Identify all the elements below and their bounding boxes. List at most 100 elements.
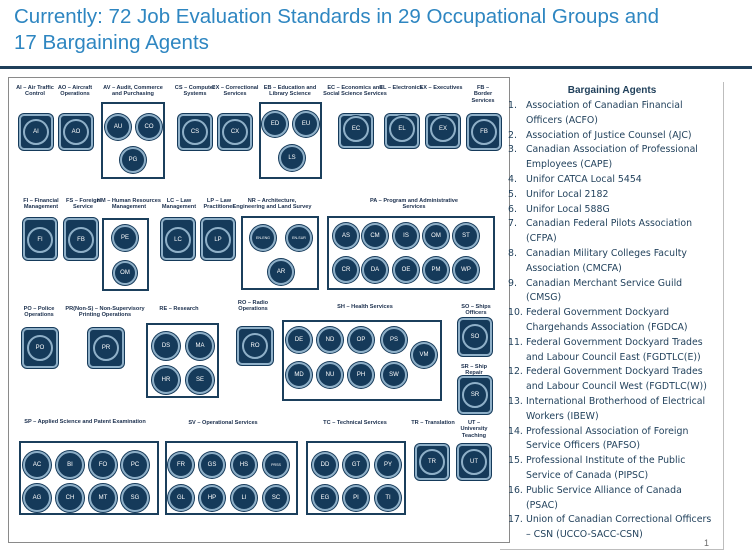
bargaining-agent-number: 6.: [508, 203, 517, 215]
standard-circle-li[interactable]: LI: [231, 485, 257, 511]
standard-circle-bi[interactable]: BI: [56, 451, 84, 479]
standard-circle-ti[interactable]: TI: [375, 485, 401, 511]
standard-circle-en-sur[interactable]: EN-SUR: [286, 225, 312, 251]
standard-circle-fb[interactable]: FB: [471, 119, 497, 145]
standard-circle-ao[interactable]: AO: [63, 119, 89, 145]
page-title-line-1: Currently: 72 Job Evaluation Standards i…: [14, 5, 659, 28]
standard-circle-mt[interactable]: MT: [89, 484, 117, 512]
standard-circle-lp[interactable]: LP: [205, 227, 231, 253]
bargaining-agent-name-line: Unifor Local 588G: [526, 203, 610, 215]
standard-circle-pi[interactable]: PI: [343, 485, 369, 511]
standard-circle-ls[interactable]: LS: [279, 145, 305, 171]
standard-circle-fi[interactable]: FI: [27, 227, 53, 253]
standard-circle-cr[interactable]: CR: [333, 257, 359, 283]
group-label-hm: HM – Human Resources Management: [96, 198, 162, 211]
standard-circle-is[interactable]: IS: [393, 223, 419, 249]
standard-circle-se[interactable]: SE: [186, 366, 214, 394]
bargaining-agent-name: Canadian Federal Pilots Association (CFPA…: [526, 217, 722, 247]
standard-circle-ex[interactable]: EX: [430, 116, 456, 142]
standard-circle-st[interactable]: ST: [453, 223, 479, 249]
group-label-ao: AO – Aircraft Operations: [57, 85, 93, 98]
standard-circle-ro[interactable]: RO: [242, 333, 268, 359]
standard-circle-vm[interactable]: VM: [411, 342, 437, 368]
standard-circle-ed[interactable]: ED: [262, 111, 288, 137]
standard-circle-md[interactable]: MD: [286, 362, 312, 388]
standard-circle-ma[interactable]: MA: [186, 332, 214, 360]
bargaining-agent-item: 13. International Brotherhood of Electric…: [500, 395, 724, 425]
standard-circle-as[interactable]: AS: [333, 223, 359, 249]
standard-circle-de[interactable]: DE: [286, 327, 312, 353]
standard-circle-cs[interactable]: CS: [182, 119, 208, 145]
standard-circle-sw[interactable]: SW: [381, 362, 407, 388]
bargaining-agent-name: Federal Government Dockyard Trades and La…: [526, 336, 722, 366]
standard-circle-fr[interactable]: FR: [168, 452, 194, 478]
standard-circle-cm[interactable]: CM: [362, 223, 388, 249]
standard-circle-ec[interactable]: EC: [343, 116, 369, 142]
standard-circle-ag[interactable]: AG: [23, 484, 51, 512]
standard-circle-ac[interactable]: AC: [23, 451, 51, 479]
standard-circle-prss[interactable]: PRSS: [263, 452, 289, 478]
bargaining-agent-item: 8. Canadian Military Colleges Faculty Asso…: [500, 247, 724, 277]
standard-circle-dd[interactable]: DD: [312, 452, 338, 478]
standard-circle-oe[interactable]: OE: [393, 257, 419, 283]
standard-circle-hs[interactable]: HS: [231, 452, 257, 478]
standard-circle-hp[interactable]: HP: [199, 485, 225, 511]
bargaining-agent-item: 12. Federal Government Dockyard Trades and…: [500, 365, 724, 395]
standard-circle-py[interactable]: PY: [375, 452, 401, 478]
standard-circle-ar[interactable]: AR: [268, 259, 294, 285]
standard-circle-da[interactable]: DA: [362, 257, 388, 283]
standard-circle-pe[interactable]: PE: [112, 225, 138, 251]
standard-circle-cx[interactable]: CX: [222, 119, 248, 145]
bargaining-agent-name: Unifor Local 2182: [526, 188, 722, 203]
standard-circle-ps[interactable]: PS: [381, 327, 407, 353]
standard-circle-gt[interactable]: GT: [343, 452, 369, 478]
bargaining-agent-name-line: Workers (IBEW): [526, 410, 599, 422]
bargaining-agent-name-line: International Brotherhood of Electrical: [526, 396, 706, 407]
standard-circle-lc[interactable]: LC: [165, 227, 191, 253]
standard-circle-ai[interactable]: AI: [23, 119, 49, 145]
standard-circle-sr[interactable]: SR: [462, 382, 488, 408]
standard-circle-eu[interactable]: EU: [293, 111, 319, 137]
page-title-line-2: 17 Bargaining Agents: [14, 31, 209, 54]
standard-circle-pr[interactable]: PR: [93, 335, 119, 361]
standard-circle-au[interactable]: AU: [105, 114, 131, 140]
standard-circle-om[interactable]: OM: [423, 223, 449, 249]
bargaining-agent-name: Association of Justice Counsel (AJC): [526, 129, 722, 144]
standard-circle-pg[interactable]: PG: [120, 147, 146, 173]
standard-circle-ch[interactable]: CH: [56, 484, 84, 512]
standard-circle-en-eng[interactable]: EN-ENG: [250, 225, 276, 251]
standard-circle-fb[interactable]: FB: [68, 227, 94, 253]
standard-circle-ds[interactable]: DS: [152, 332, 180, 360]
standard-circle-co[interactable]: CO: [136, 114, 162, 140]
standard-circle-om[interactable]: OM: [113, 261, 137, 285]
standard-circle-nd[interactable]: ND: [317, 327, 343, 353]
standard-circle-fo[interactable]: FO: [89, 451, 117, 479]
bargaining-agent-name: Canadian Association of Professional Empl…: [526, 143, 722, 173]
standard-circle-so[interactable]: SO: [462, 324, 488, 350]
standard-circle-tr[interactable]: TR: [419, 449, 445, 475]
standard-circle-pm[interactable]: PM: [423, 257, 449, 283]
standard-circle-ph[interactable]: PH: [348, 362, 374, 388]
bargaining-agent-name-line: Association (CMCFA): [526, 262, 622, 274]
group-label-sr: SR – Ship Repair: [460, 364, 488, 377]
standard-circle-pc[interactable]: PC: [121, 451, 149, 479]
standard-circle-nu[interactable]: NU: [317, 362, 343, 388]
standard-circle-op[interactable]: OP: [348, 327, 374, 353]
bargaining-agent-number: 2.: [508, 129, 517, 141]
group-label-fs: FS – Foreign Service: [66, 198, 100, 211]
standard-circle-el[interactable]: EL: [389, 116, 415, 142]
group-label-pr: PR(Non-S) – Non-Supervisory Printing Ope…: [65, 306, 145, 319]
standard-circle-wp[interactable]: WP: [453, 257, 479, 283]
bargaining-agent-name-line: Canadian Federal Pilots Association: [526, 218, 693, 230]
standard-circle-po[interactable]: PO: [27, 335, 53, 361]
bargaining-agent-name-line: Chargehands Association (FGDCA): [526, 321, 688, 333]
standard-circle-sg[interactable]: SG: [121, 484, 149, 512]
standard-circle-eg[interactable]: EG: [312, 485, 338, 511]
standard-circle-hr[interactable]: HR: [152, 366, 180, 394]
bargaining-agent-name-line: Unifor Local 2182: [526, 188, 609, 200]
bargaining-agent-name-line: Association of Justice Counsel (AJC): [526, 129, 692, 141]
standard-circle-ut[interactable]: UT: [461, 449, 487, 475]
standard-circle-gl[interactable]: GL: [168, 485, 194, 511]
standard-circle-sc[interactable]: SC: [263, 485, 289, 511]
standard-circle-gs[interactable]: GS: [199, 452, 225, 478]
